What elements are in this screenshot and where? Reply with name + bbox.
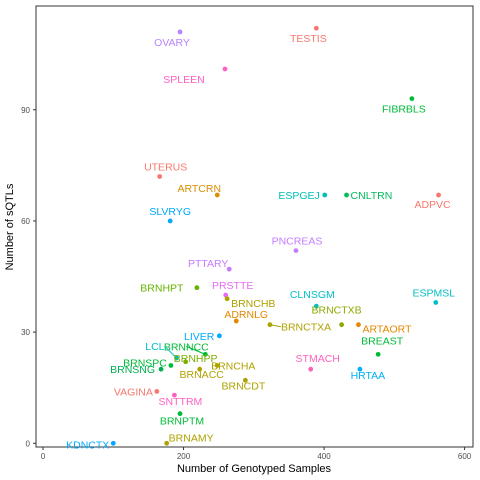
data-point-brnctxb [339,322,345,328]
point-label-kdnctx: KDNCTX [66,439,109,451]
data-point-adrnlg [233,318,239,324]
point-label-brnspc: BRNSPC [123,357,167,369]
data-point-ovary [177,29,183,35]
data-point-adpvc [436,192,441,198]
data-point-vagina [154,389,160,394]
data-point-artcrn [214,192,220,198]
x-axis-ticks: 0 200 400 600 [41,447,472,461]
point-label-lcl: LCL [145,341,164,353]
point-label-brnhpt: BRNHPT [140,283,184,295]
point-label-brnchb: BRNCHB [231,298,275,310]
data-point-testis [313,25,319,31]
point-label-brnsng: BRNSNG [110,364,155,376]
data-point-cnltrn [344,192,349,198]
point-label-uterus: UTERUS [144,161,187,173]
y-axis-ticks: 0 30 60 90 [21,106,36,448]
data-point-espmsl [433,300,439,305]
data-point-brnacc [197,366,203,372]
point-label-brnacc: BRNACC [180,369,225,381]
point-label-clnsgm: CLNSGM [290,289,335,301]
data-point-clnsgm [313,303,319,309]
point-label-pncreas: PNCREAS [272,236,323,248]
y-tick-label: 30 [21,328,30,337]
point-label-artcrn: ARTCRN [177,183,221,195]
point-label-breast: BREAST [361,335,404,347]
data-point-prstte [223,292,229,298]
point-label-brncdt: BRNCDT [221,380,265,392]
x-tick-label: 600 [458,452,472,461]
point-label-snttrm: SNTTRM [159,396,203,408]
point-label-prstte: PRSTTE [212,280,253,292]
data-point-brncha [214,363,220,368]
point-label-cnltrn: CNLTRN [351,190,393,202]
x-tick-label: 200 [177,452,191,461]
x-tick-label: 400 [317,452,331,461]
label-leader-line [186,345,206,355]
point-label-artaort: ARTAORT [362,324,412,336]
point-label-vagina: VAGINA [114,386,153,398]
data-point-brnamy [164,440,170,446]
data-point-espgej [322,192,328,198]
data-point-spleen [222,66,228,72]
data-point-stmach [308,366,314,372]
point-label-adpvc: ADPVC [414,199,451,211]
data-point-brnspc [168,363,174,368]
point-label-spleen: SPLEEN [163,74,204,86]
point-label-brnncc: BRNNCC [164,341,209,353]
data-point-artaort [356,322,361,328]
point-label-slvryg: SLVRYG [149,206,191,218]
point-label-ovary: OVARY [154,37,190,49]
data-point-slvryg [167,218,173,224]
data-point-brnsng [158,366,164,372]
data-point-kdnctx [110,440,116,446]
point-label-espmsl: ESPMSL [412,287,455,299]
label-leader-line [164,345,177,359]
data-point-brnncc [202,351,208,357]
data-point-brnptm [177,411,183,417]
data-point-liver [216,333,222,339]
point-label-brncha: BRNCHA [211,360,255,372]
data-point-hrtaa [357,366,363,372]
data-point-brnhpt [194,285,200,291]
point-label-brnptm: BRNPTM [160,416,204,428]
point-label-brnctxb: BRNCTXB [312,305,362,317]
data-point-brnchb [224,296,230,302]
point-label-adrnlg: ADRNLG [224,309,268,321]
data-point-fibrbls [409,96,415,102]
data-point-brncdt [242,377,248,383]
point-label-stmach: STMACH [296,353,340,365]
label-leader-line [269,324,282,328]
point-label-fibrbls: FIBRBLS [382,104,426,116]
data-point-pncreas [293,248,299,253]
point-label-espgej: ESPGEJ [278,190,319,202]
data-point-breast [375,351,381,357]
plot-panel [35,5,474,448]
data-point-pttary [226,266,232,272]
point-label-brnamy: BRNAMY [169,432,214,444]
y-axis-title: Number of sQTLs [4,183,16,270]
point-label-brnhpp: BRNHPP [174,353,218,365]
point-label-pttary: PTTARY [188,258,228,270]
point-label-testis: TESTIS [290,33,327,45]
x-tick-label: 0 [41,452,46,461]
data-point-uterus [157,174,163,179]
point-label-brnctxa: BRNCTXA [281,322,331,334]
y-tick-label: 0 [26,439,31,448]
y-tick-label: 90 [21,106,30,115]
x-axis-title: Number of Genotyped Samples [177,463,332,475]
y-tick-label: 60 [21,217,30,226]
data-point-snttrm [172,392,177,398]
point-label-liver: LIVER [184,331,215,343]
data-points [110,25,441,446]
data-point-brnhpp [183,359,189,365]
point-label-hrtaa: HRTAA [351,370,386,382]
point-labels: OVARY TESTIS SPLEEN FIBRBLS UTERUS ARTCRN ESPG… [66,33,455,451]
